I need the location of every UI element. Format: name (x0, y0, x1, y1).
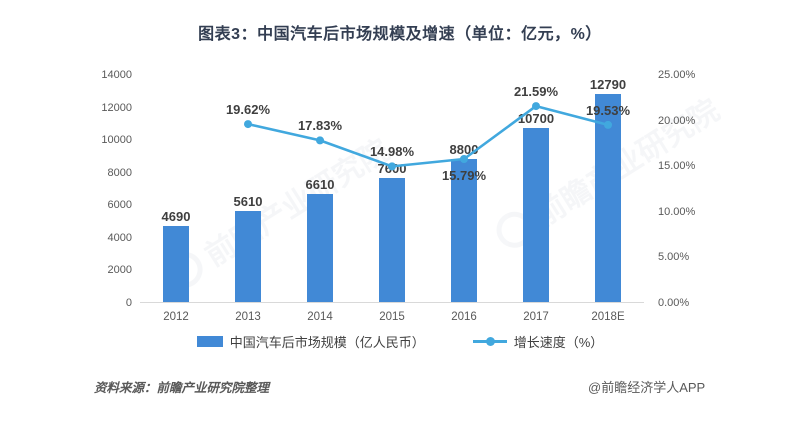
line-point-2017 (532, 102, 540, 111)
line-path (246, 104, 610, 168)
x-axis-label: 2015 (379, 311, 405, 323)
bar-2015 (379, 178, 405, 302)
line-value-label: 17.83% (297, 118, 343, 134)
publisher-credit: @前瞻经济学人APP (588, 380, 706, 395)
legend-item-bar-series: 中国汽车后市场规模（亿人民币） (196, 332, 425, 351)
bar-value-label: 10700 (517, 110, 555, 126)
x-axis-line (140, 302, 644, 303)
right-axis-tick: 15.00% (658, 160, 696, 173)
bar-value-label: 6610 (305, 177, 335, 193)
x-axis-label: 2012 (163, 311, 189, 323)
left-axis-tick: 12000 (101, 101, 132, 114)
bar-2012 (163, 225, 189, 302)
legend-label: 中国汽车后市场规模（亿人民币） (229, 335, 425, 350)
chart-title: 图表3：中国汽车后市场规模及增速（单位：亿元，%） (198, 26, 602, 43)
bar-value-label: 12790 (589, 76, 627, 92)
growth-rate-line (244, 102, 612, 171)
left-axis-tick: 10000 (101, 134, 132, 147)
left-axis-tick: 0 (125, 297, 132, 309)
line-point-2013 (244, 120, 252, 129)
bar-swatch-icon (196, 336, 223, 347)
legend-item-line-series: 增长速度（%） (472, 332, 604, 351)
line-value-label: 15.79% (441, 167, 487, 183)
left-axis-tick: 6000 (107, 199, 132, 212)
bar-value-label: 5610 (233, 193, 263, 209)
right-axis-tick: 0.00% (658, 297, 690, 309)
x-axis-label: 2013 (235, 311, 261, 323)
left-axis-tick: 2000 (107, 264, 132, 277)
right-axis-tick: 20.00% (658, 114, 696, 127)
data-source-note: 资料来源：前瞻产业研究院整理 (94, 381, 270, 395)
line-value-label: 21.59% (513, 84, 559, 100)
bar-2017 (523, 127, 549, 302)
line-value-label: 19.53% (585, 102, 631, 118)
line-point-2015 (388, 162, 396, 171)
line-point-2016 (460, 154, 468, 163)
line-value-label: 19.62% (225, 102, 271, 118)
bar-2013 (235, 210, 261, 302)
right-axis-tick: 25.00% (658, 69, 696, 81)
legend: 中国汽车后市场规模（亿人民币） 增长速度（%） (0, 332, 800, 351)
right-axis-tick: 10.00% (658, 205, 696, 218)
bar-2016 (451, 158, 477, 302)
left-axis-tick: 4000 (107, 231, 132, 244)
line-swatch-icon (472, 336, 507, 347)
legend-label: 增长速度（%） (513, 335, 604, 350)
left-axis-tick: 14000 (101, 69, 132, 81)
x-axis-label: 2016 (451, 311, 477, 323)
line-point-2014 (316, 136, 324, 145)
bar-value-label: 4690 (161, 208, 191, 224)
x-axis-label: 2017 (523, 311, 549, 323)
line-value-label: 14.98% (369, 144, 415, 160)
right-axis-tick: 5.00% (658, 251, 690, 264)
plot-area: 0 2000 4000 6000 8000 10000 12000 14000 0.00% 5.0… (101, 69, 695, 323)
line-point-2018E (604, 120, 612, 129)
left-axis-tick: 8000 (107, 166, 132, 179)
x-axis-label: 2018E (591, 311, 625, 323)
x-axis-label: 2014 (307, 311, 333, 323)
bar-2014 (307, 194, 333, 302)
